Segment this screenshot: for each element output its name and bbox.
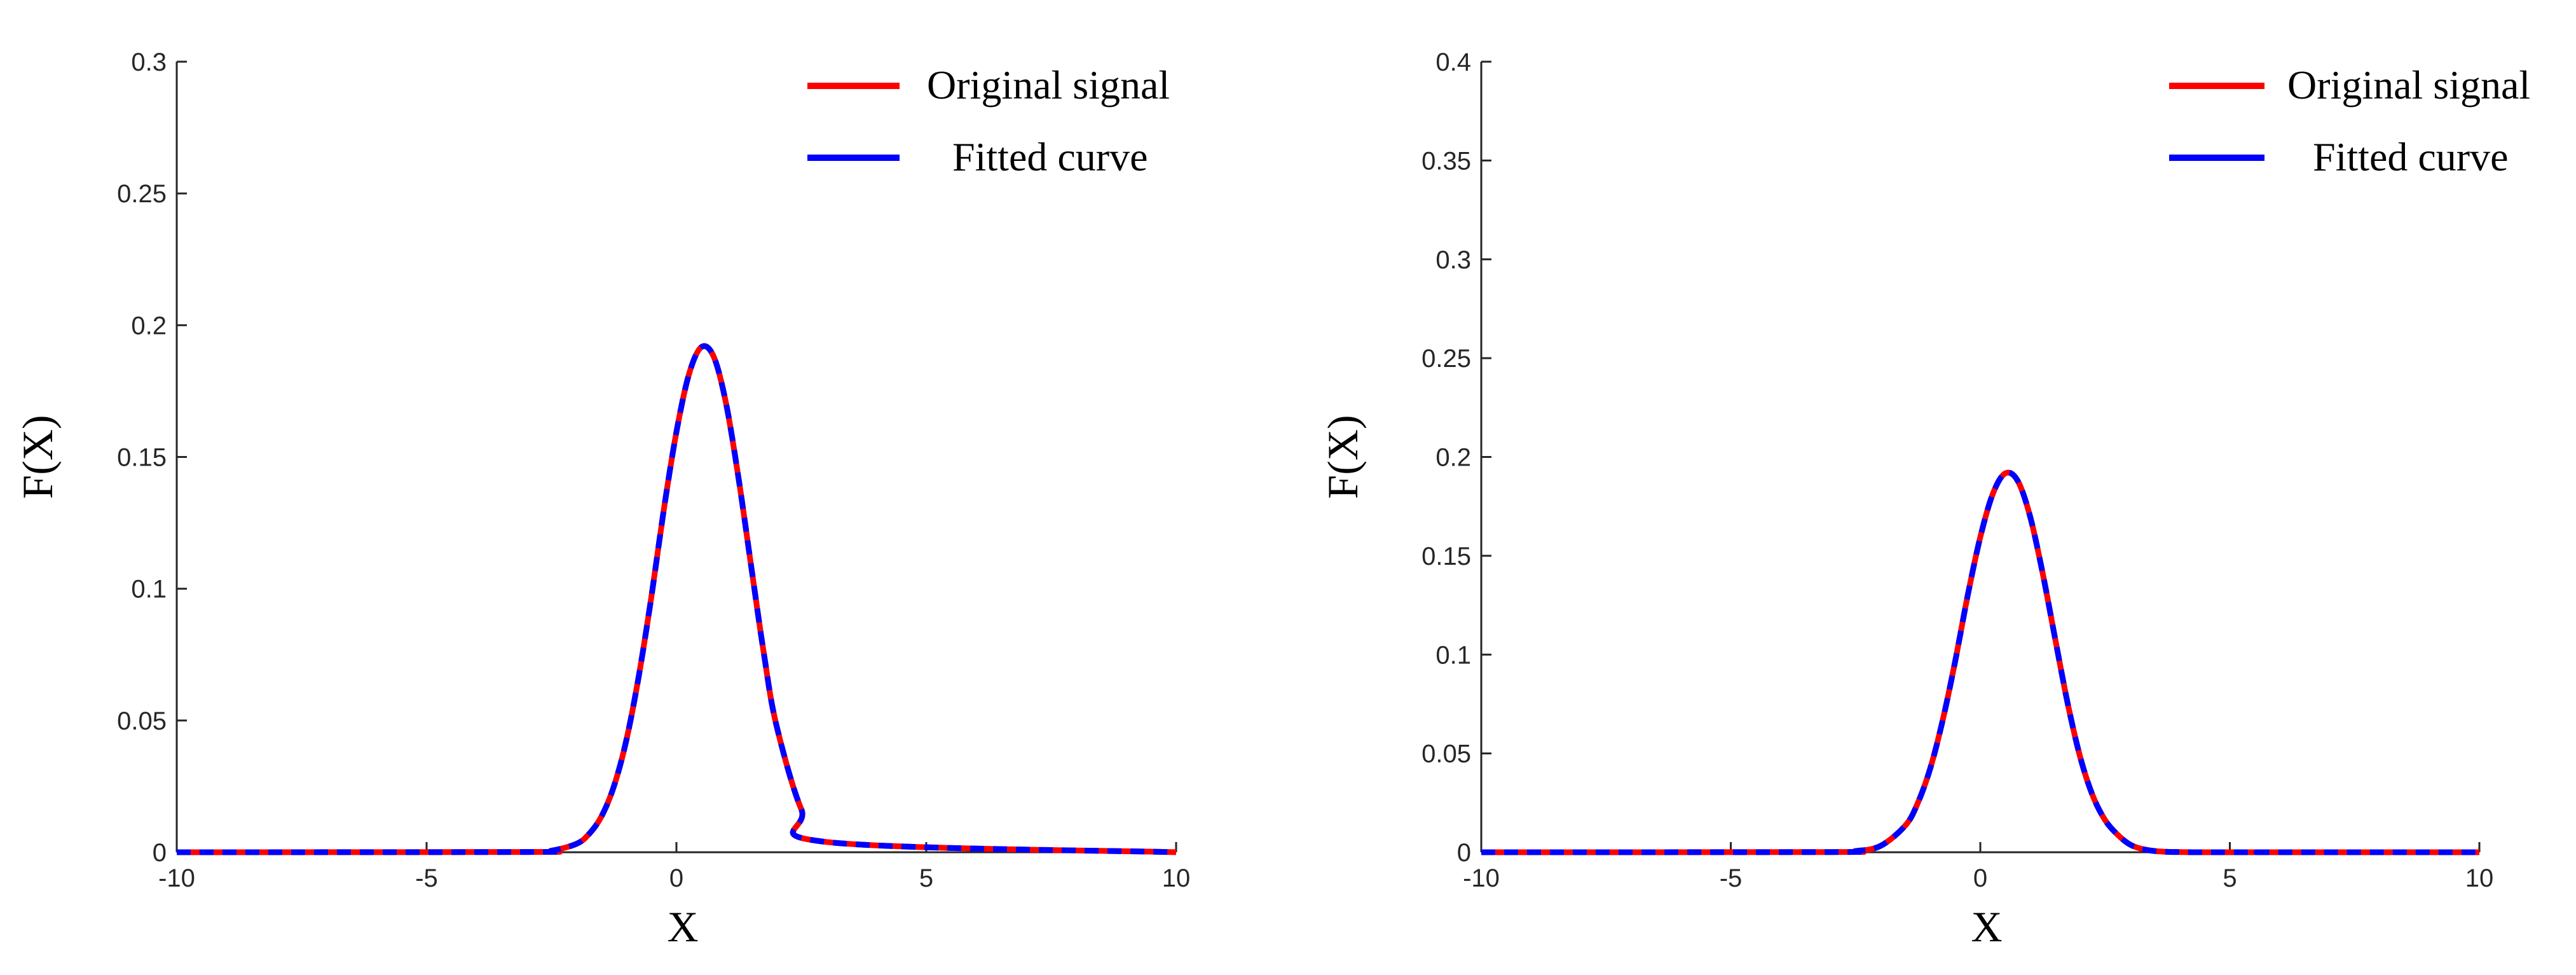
legend-label: Original signal <box>927 62 1170 107</box>
x-axis-label: X <box>1971 902 2002 951</box>
y-tick-label: 0.2 <box>131 312 167 340</box>
x-tick-label: 5 <box>919 864 933 892</box>
x-axis-label: X <box>667 902 698 951</box>
y-tick-label: 0.05 <box>117 707 167 735</box>
x-tick-label: 5 <box>2223 864 2237 892</box>
x-tick-label: 0 <box>669 864 683 892</box>
y-tick-label: 0.25 <box>117 180 167 208</box>
legend-label: Fitted curve <box>2313 134 2508 179</box>
y-tick-label: 0 <box>153 839 167 867</box>
y-tick-label: 0.2 <box>1435 444 1471 472</box>
x-tick-label: 10 <box>1162 864 1191 892</box>
x-tick-label: 0 <box>1973 864 1987 892</box>
y-axis-label: F(X) <box>1319 415 1367 499</box>
x-tick-label: -5 <box>1720 864 1743 892</box>
y-tick-label: 0.25 <box>1422 345 1471 373</box>
x-tick-label: -10 <box>1463 864 1500 892</box>
y-tick-label: 0.1 <box>1435 641 1471 669</box>
left-chart: -10 -5 0 5 10 0 0.05 0.1 0.15 0.2 0.25 0.3 X F(X) Orig… <box>13 48 1190 951</box>
y-tick-label: 0.35 <box>1422 147 1471 175</box>
x-tick-label: 10 <box>2465 864 2494 892</box>
right-chart: -10 -5 0 5 10 0 0.05 0.1 0.15 0.2 0.25 0.3 0.35 0.4 X F… <box>1319 48 2530 951</box>
x-tick-label: -10 <box>158 864 195 892</box>
y-tick-label: 0.05 <box>1422 740 1471 768</box>
y-tick-label: 0.3 <box>131 48 167 76</box>
y-tick-label: 0.3 <box>1435 246 1471 274</box>
legend-label: Original signal <box>2287 62 2530 107</box>
series-line-original-signal <box>1481 469 2479 855</box>
y-tick-label: 0.15 <box>117 444 167 472</box>
series-line-fitted-curve <box>1481 469 2479 855</box>
legend-label: Fitted curve <box>952 134 1148 179</box>
series-line-fitted-curve <box>176 343 1177 855</box>
y-tick-label: 0.1 <box>131 576 167 604</box>
y-axis-label: F(X) <box>13 415 62 499</box>
y-tick-label: 0 <box>1457 839 1471 867</box>
y-tick-label: 0.15 <box>1422 543 1471 570</box>
x-tick-label: -5 <box>415 864 438 892</box>
y-tick-label: 0.4 <box>1435 48 1471 76</box>
